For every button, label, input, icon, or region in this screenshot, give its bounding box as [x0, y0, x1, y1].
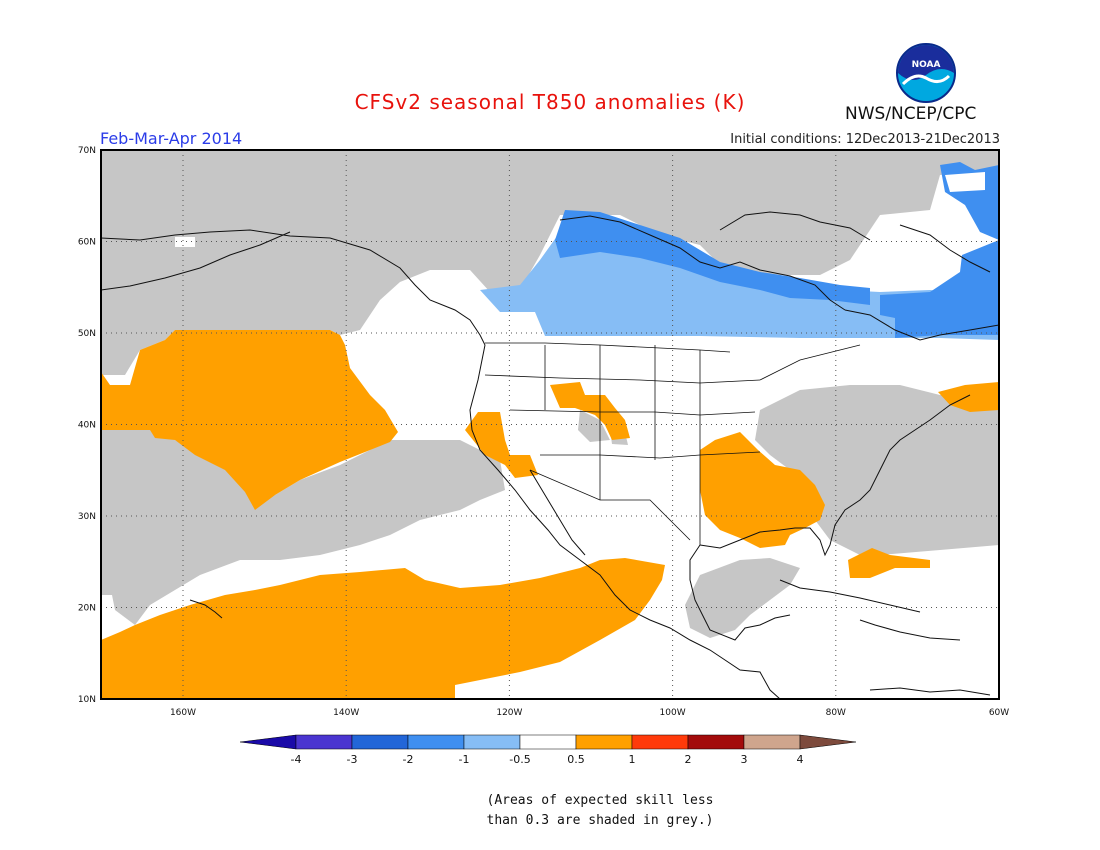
orange-anomaly-region — [101, 330, 398, 510]
colorbar-swatch — [631, 734, 689, 750]
latitude-label: 10N — [78, 695, 96, 705]
longitude-label: 160W — [170, 708, 196, 718]
colorbar-arrow-left — [239, 734, 297, 750]
colorbar-swatch — [463, 734, 521, 750]
colorbar-swatch — [407, 734, 465, 750]
colorbar-label: 4 — [797, 753, 804, 766]
colorbar-label: 3 — [741, 753, 748, 766]
latitude-label: 20N — [78, 604, 96, 614]
colorbar-legend: -4 -3 -2 -1 -0.5 0.5 1 2 3 4 — [239, 734, 857, 766]
longitude-labels: 160W 140W 120W 100W 80W 60W — [170, 708, 1009, 718]
grey-skill-region — [578, 410, 610, 442]
colorbar-label: -0.5 — [509, 753, 530, 766]
colorbar-swatch — [351, 734, 409, 750]
skill-note-line2: than 0.3 are shaded in grey.) — [486, 813, 714, 828]
latitude-label: 40N — [78, 421, 96, 431]
logo-text: NOAA — [912, 60, 941, 70]
skill-note-line1: (Areas of expected skill less — [486, 793, 714, 808]
colorbar-swatch — [575, 734, 633, 750]
anomaly-fields — [101, 150, 999, 699]
colorbar-label: -2 — [403, 753, 414, 766]
latitude-label: 50N — [78, 329, 96, 339]
white-patch — [945, 172, 985, 192]
blue-anomaly-region — [880, 240, 999, 338]
map-frame — [100, 149, 1000, 700]
colorbar-label: 1 — [629, 753, 636, 766]
longitude-label: 120W — [496, 708, 522, 718]
coastlines — [101, 211, 999, 699]
orange-anomaly-region — [101, 558, 665, 699]
longitude-label: 140W — [333, 708, 359, 718]
latitude-label: 70N — [78, 146, 96, 156]
map-title: CFSv2 seasonal T850 anomalies (K) — [354, 90, 746, 114]
colorbar-swatch — [295, 734, 353, 750]
latitude-labels: 70N 60N 50N 40N 30N 20N 10N — [78, 146, 96, 705]
grey-skill-region — [685, 558, 800, 638]
blue-anomaly-region — [480, 232, 999, 340]
colorbar-swatch — [519, 734, 577, 750]
orange-anomaly-region — [938, 382, 999, 412]
colorbar-label: -1 — [459, 753, 470, 766]
orange-anomaly-region — [475, 612, 505, 632]
white-patch — [175, 237, 195, 247]
orange-anomaly-region — [700, 432, 825, 548]
longitude-label: 60W — [989, 708, 1009, 718]
colorbar-label: 0.5 — [567, 753, 585, 766]
grey-skill-region — [101, 428, 505, 625]
orange-anomaly-region — [465, 412, 538, 478]
noaa-logo: NOAA — [896, 43, 956, 103]
colorbar-label: -4 — [291, 753, 302, 766]
colorbar-label: 2 — [685, 753, 692, 766]
political-borders — [484, 342, 861, 545]
initial-conditions: Initial conditions: 12Dec2013-21Dec2013 — [730, 132, 1000, 147]
longitude-label: 100W — [660, 708, 686, 718]
colorbar-arrow-right — [799, 734, 857, 750]
colorbar-label: -3 — [347, 753, 358, 766]
organization-label: NWS/NCEP/CPC — [845, 104, 977, 124]
blue-anomaly-region — [555, 210, 870, 305]
forecast-period: Feb-Mar-Apr 2014 — [100, 129, 243, 148]
colorbar-swatch — [687, 734, 745, 750]
grey-skill-region — [101, 150, 999, 375]
longitude-label: 80W — [826, 708, 846, 718]
latitude-label: 30N — [78, 512, 96, 522]
orange-anomaly-region — [550, 382, 630, 440]
colorbar-swatch — [743, 734, 801, 750]
latitude-label: 60N — [78, 238, 96, 248]
orange-anomaly-region — [848, 548, 930, 578]
